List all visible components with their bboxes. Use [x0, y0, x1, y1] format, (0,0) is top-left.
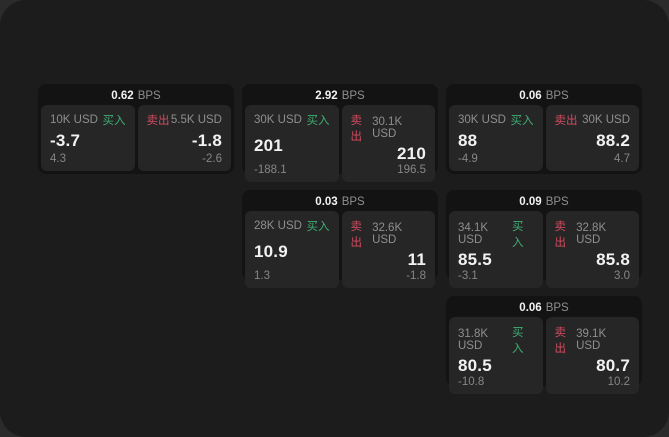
sell-tile[interactable]: 卖出 32.8K USD 85.8 3.0 [545, 211, 639, 288]
bps-value: 0.62 [111, 90, 134, 102]
sell-label: 卖出 [554, 221, 567, 249]
buy-change: -10.8 [458, 376, 485, 388]
quote-card: 0.03 BPS 28K USD 买入 10.9 1.3 卖出 32.6K US… [242, 190, 438, 288]
buy-label: 买入 [511, 221, 524, 249]
sell-tile[interactable]: 卖出 39.1K USD 80.7 10.2 [545, 317, 639, 394]
buy-notional: 30K USD [254, 114, 302, 126]
buy-tile[interactable]: 30K USD 买入 88 -4.9 [449, 105, 543, 171]
buy-tile[interactable]: 30K USD 买入 201 -188.1 [245, 105, 339, 182]
sell-tile[interactable]: 卖出 30.1K USD 210 196.5 [341, 105, 435, 182]
bps-value: 0.09 [519, 196, 542, 208]
buy-notional: 31.8K USD [458, 328, 489, 352]
buy-notional: 28K USD [254, 220, 302, 232]
quote-card-body: 30K USD 买入 201 -188.1 卖出 30.1K USD 210 1… [245, 105, 435, 182]
bps-header: 0.09 BPS [449, 193, 639, 211]
sell-label: 卖出 [350, 221, 363, 249]
sell-label: 卖出 [554, 115, 578, 127]
bps-value: 0.06 [519, 90, 542, 102]
bps-value: 2.92 [315, 90, 338, 102]
bps-unit-label: BPS [137, 90, 161, 102]
sell-price: 210 [397, 144, 426, 163]
sell-price: -1.8 [191, 130, 222, 150]
quote-card: 0.06 BPS 31.8K USD 买入 80.5 -10.8 卖出 39.1… [446, 296, 642, 394]
buy-change: -3.1 [458, 270, 478, 282]
quote-card-body: 34.1K USD 买入 85.5 -3.1 卖出 32.8K USD 85.8… [449, 211, 639, 288]
bps-value: 0.03 [315, 196, 338, 208]
buy-label: 买入 [510, 115, 534, 127]
sell-label: 卖出 [554, 327, 567, 355]
bps-header: 2.92 BPS [245, 87, 435, 105]
quote-card-body: 28K USD 买入 10.9 1.3 卖出 32.6K USD 11 -1.8 [245, 211, 435, 288]
buy-change: -4.9 [458, 153, 478, 165]
buy-price: 85.5 [458, 250, 492, 269]
sell-tile[interactable]: 卖出 30K USD 88.2 4.7 [545, 105, 639, 171]
sell-notional: 30K USD [582, 114, 630, 126]
sell-change: 196.5 [397, 164, 426, 176]
bps-header: 0.03 BPS [245, 193, 435, 211]
buy-price: -3.7 [50, 130, 81, 150]
sell-notional: 39.1K USD [576, 328, 607, 352]
sell-price: 85.8 [596, 250, 630, 269]
sell-change: 4.7 [614, 153, 630, 165]
buy-price: 88 [458, 130, 478, 150]
buy-label: 买入 [102, 115, 126, 127]
sell-notional: 32.8K USD [576, 222, 607, 246]
sell-notional: 30.1K USD [372, 116, 403, 140]
bps-header: 0.06 BPS [449, 87, 639, 105]
sell-label: 卖出 [146, 115, 170, 127]
buy-price: 10.9 [254, 242, 288, 261]
buy-change: 4.3 [50, 153, 66, 165]
buy-change: 1.3 [254, 270, 270, 282]
quote-card-body: 10K USD 买入 -3.7 4.3 卖出 5.5K USD -1.8 -2.… [41, 105, 231, 171]
buy-tile[interactable]: 31.8K USD 买入 80.5 -10.8 [449, 317, 543, 394]
buy-notional: 10K USD [50, 114, 98, 126]
buy-price: 201 [254, 136, 283, 155]
bps-unit-label: BPS [545, 302, 569, 314]
bps-header: 0.06 BPS [449, 299, 639, 317]
buy-label: 买入 [306, 115, 330, 127]
sell-change: 3.0 [614, 270, 630, 282]
buy-tile[interactable]: 28K USD 买入 10.9 1.3 [245, 211, 339, 288]
sell-label: 卖出 [350, 115, 363, 143]
buy-price: 80.5 [458, 356, 492, 375]
quote-card: 2.92 BPS 30K USD 买入 201 -188.1 卖出 30.1K … [242, 84, 438, 182]
quote-card: 0.06 BPS 30K USD 买入 88 -4.9 卖出 30K USD [446, 84, 642, 174]
quote-card-body: 30K USD 买入 88 -4.9 卖出 30K USD 88.2 4.7 [449, 105, 639, 171]
sell-price: 11 [407, 250, 426, 269]
buy-notional: 30K USD [458, 114, 506, 126]
sell-change: -1.8 [406, 270, 426, 282]
buy-tile[interactable]: 10K USD 买入 -3.7 4.3 [41, 105, 135, 171]
sell-notional: 32.6K USD [372, 222, 403, 246]
bps-value: 0.06 [519, 302, 542, 314]
sell-tile[interactable]: 卖出 32.6K USD 11 -1.8 [341, 211, 435, 288]
quote-cards-grid: 0.62 BPS 10K USD 买入 -3.7 4.3 卖出 5.5K USD [38, 84, 642, 394]
bps-unit-label: BPS [545, 90, 569, 102]
sell-change: -2.6 [202, 153, 222, 165]
buy-label: 买入 [511, 327, 524, 355]
buy-tile[interactable]: 34.1K USD 买入 85.5 -3.1 [449, 211, 543, 288]
buy-change: -188.1 [254, 164, 287, 176]
quote-card-body: 31.8K USD 买入 80.5 -10.8 卖出 39.1K USD 80.… [449, 317, 639, 394]
bps-unit-label: BPS [545, 196, 569, 208]
quote-card: 0.09 BPS 34.1K USD 买入 85.5 -3.1 卖出 32.8K… [446, 190, 642, 288]
bps-unit-label: BPS [341, 196, 365, 208]
sell-price: 88.2 [596, 130, 630, 150]
sell-notional: 5.5K USD [170, 114, 222, 126]
sell-change: 10.2 [607, 376, 630, 388]
buy-label: 买入 [306, 221, 330, 233]
bps-header: 0.62 BPS [41, 87, 231, 105]
sell-price: 80.7 [596, 356, 630, 375]
buy-notional: 34.1K USD [458, 222, 489, 246]
quote-card: 0.62 BPS 10K USD 买入 -3.7 4.3 卖出 5.5K USD [38, 84, 234, 174]
sell-tile[interactable]: 卖出 5.5K USD -1.8 -2.6 [137, 105, 231, 171]
bps-unit-label: BPS [341, 90, 365, 102]
